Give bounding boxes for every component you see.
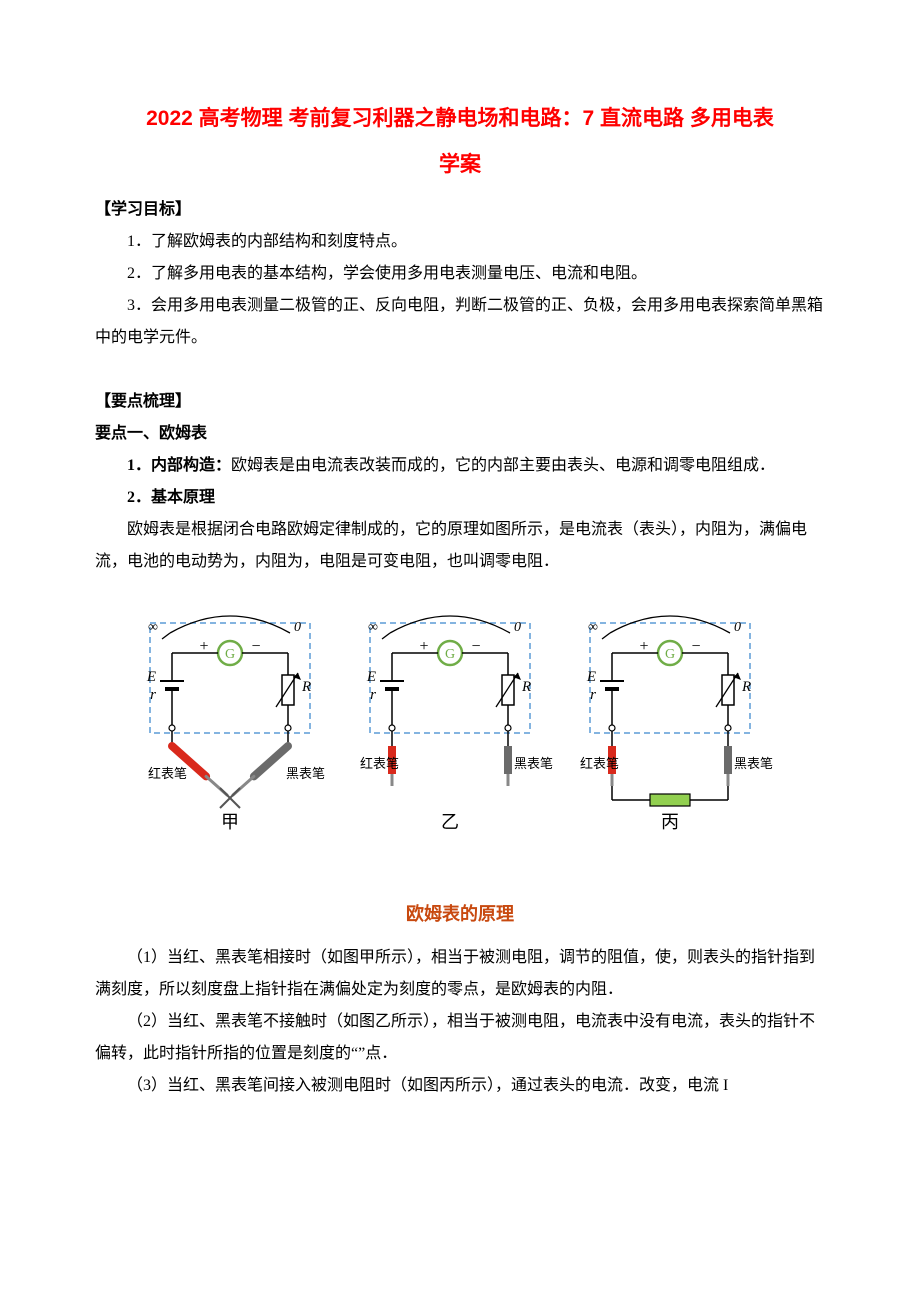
svg-text:红表笔: 红表笔: [360, 756, 399, 771]
svg-text:甲: 甲: [221, 812, 239, 832]
doc-title-line2: 学案: [95, 146, 825, 184]
ohmmeter-figure: ∞0G+−ErR红表笔黑表笔甲∞0G+−ErR红表笔黑表笔乙∞0G+−ErR红表…: [95, 598, 825, 932]
figure-caption: 欧姆表的原理: [95, 896, 825, 932]
doc-title-line1: 2022 高考物理 考前复习利器之静电场和电路：7 直流电路 多用电表: [95, 100, 825, 138]
svg-text:r: r: [590, 687, 596, 703]
explain-p2: （2）当红、黑表笔不接触时（如图乙所示），相当于被测电阻，电流表中没有电流，表头…: [95, 1006, 825, 1070]
svg-text:R: R: [301, 679, 311, 695]
objective-3: 3．会用多用电表测量二极管的正、反向电阻，判断二极管的正、负极，会用多用电表探索…: [95, 290, 825, 354]
svg-text:E: E: [366, 669, 376, 685]
item1-text: 欧姆表是由电流表改装而成的，它的内部主要由表头、电源和调零电阻组成．: [231, 457, 775, 474]
svg-text:E: E: [586, 669, 596, 685]
point1-item2-text: 欧姆表是根据闭合电路欧姆定律制成的，它的原理如图所示，是电流表（表头），内阻为，…: [95, 514, 825, 578]
svg-text:红表笔: 红表笔: [148, 766, 187, 781]
explain-p1: （1）当红、黑表笔相接时（如图甲所示），相当于被测电阻，调节的阻值，使，则表头的…: [95, 942, 825, 1006]
svg-text:0: 0: [514, 620, 521, 635]
svg-text:G: G: [665, 647, 675, 662]
svg-text:0: 0: [734, 620, 741, 635]
svg-text:G: G: [225, 647, 235, 662]
point1-item1: 1．内部构造：欧姆表是由电流表改装而成的，它的内部主要由表头、电源和调零电阻组成…: [95, 450, 825, 482]
svg-text:丙: 丙: [661, 812, 679, 832]
objectives-heading: 【学习目标】: [95, 194, 825, 226]
item1-label: 1．内部构造：: [127, 457, 231, 474]
svg-text:∞: ∞: [148, 620, 158, 635]
svg-text:∞: ∞: [588, 620, 598, 635]
svg-text:R: R: [741, 679, 751, 695]
svg-text:黑表笔: 黑表笔: [286, 766, 325, 781]
svg-text:r: r: [370, 687, 376, 703]
svg-text:∞: ∞: [368, 620, 378, 635]
objective-2: 2．了解多用电表的基本结构，学会使用多用电表测量电压、电流和电阻。: [95, 258, 825, 290]
keypoints-heading: 【要点梳理】: [95, 386, 825, 418]
svg-text:黑表笔: 黑表笔: [734, 756, 773, 771]
svg-text:E: E: [146, 669, 156, 685]
explain-p3: （3）当红、黑表笔间接入被测电阻时（如图丙所示），通过表头的电流．改变，电流 I: [95, 1070, 825, 1102]
objective-1: 1．了解欧姆表的内部结构和刻度特点。: [95, 226, 825, 258]
point1-heading: 要点一、欧姆表: [95, 418, 825, 450]
svg-text:0: 0: [294, 620, 301, 635]
svg-text:乙: 乙: [441, 812, 459, 832]
point1-item2-label: 2．基本原理: [95, 482, 825, 514]
ohmmeter-svg: ∞0G+−ErR红表笔黑表笔甲∞0G+−ErR红表笔黑表笔乙∞0G+−ErR红表…: [120, 598, 800, 878]
svg-text:红表笔: 红表笔: [580, 756, 619, 771]
svg-text:黑表笔: 黑表笔: [514, 756, 553, 771]
svg-text:G: G: [445, 647, 455, 662]
svg-text:R: R: [521, 679, 531, 695]
svg-text:r: r: [150, 687, 156, 703]
